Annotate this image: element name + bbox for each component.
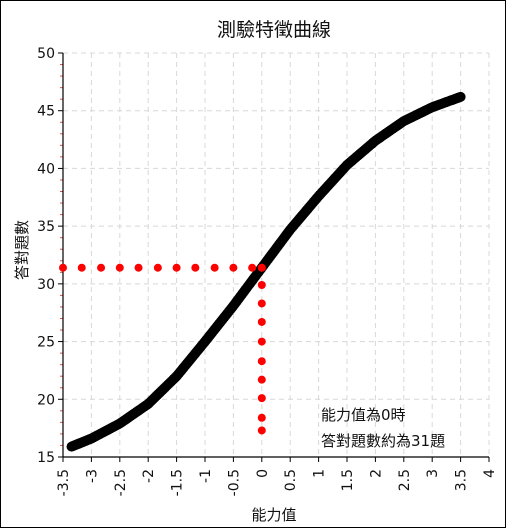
x-tick-label: 3.5 bbox=[454, 469, 470, 491]
guide-point-vertical bbox=[257, 263, 266, 272]
x-tick-label: -1.5 bbox=[170, 469, 186, 496]
x-tick-label: 4 bbox=[482, 469, 498, 478]
y-tick-label: 50 bbox=[37, 46, 55, 62]
guide-point-vertical bbox=[257, 394, 266, 403]
guide-point-horizontal bbox=[153, 263, 162, 272]
y-tick-label: 20 bbox=[37, 392, 55, 408]
x-tick-label: -2.5 bbox=[113, 469, 129, 496]
chart-title: 測驗特徵曲線 bbox=[217, 19, 331, 41]
x-tick-label: 2 bbox=[368, 469, 384, 478]
guide-point-horizontal bbox=[115, 263, 124, 272]
y-tick-label: 25 bbox=[37, 335, 55, 351]
y-tick-label: 40 bbox=[37, 161, 55, 177]
curve-points bbox=[66, 91, 466, 452]
annotation-line-2: 答對題數約為31題 bbox=[321, 432, 445, 450]
guide-point-horizontal bbox=[191, 263, 200, 272]
guide-point-horizontal bbox=[210, 263, 219, 272]
y-tick-label: 30 bbox=[37, 277, 55, 293]
y-tick-labels: 15 20 25 30 35 40 45 50 bbox=[37, 46, 55, 466]
x-tick-label: 1 bbox=[312, 469, 328, 478]
y-axis-label: 答對題數 bbox=[13, 220, 31, 280]
guide-point-vertical bbox=[257, 357, 266, 366]
x-tick-label: -3 bbox=[84, 469, 100, 483]
x-tick-labels: -3.5 -3 -2.5 -2 -1.5 -1 -0.5 0 0.5 1 1.5 2 2.5 3 3.5 4 bbox=[56, 469, 498, 496]
annotation-line-1: 能力值為0時 bbox=[321, 406, 406, 424]
x-tick-label: 0.5 bbox=[283, 469, 299, 491]
guide-point-horizontal bbox=[229, 263, 238, 272]
x-tick-label: 2.5 bbox=[397, 469, 413, 491]
guide-point-vertical bbox=[257, 413, 266, 422]
x-axis-label: 能力值 bbox=[251, 506, 296, 524]
y-tick-label: 35 bbox=[37, 219, 55, 235]
guide-point-vertical bbox=[257, 317, 266, 326]
guide-point-vertical bbox=[257, 299, 266, 308]
guide-point-vertical bbox=[257, 281, 266, 290]
x-tick-label: -3.5 bbox=[56, 469, 72, 496]
x-tick-label: -1 bbox=[198, 469, 214, 483]
curve-point bbox=[455, 91, 466, 102]
x-tick-label: 3 bbox=[425, 469, 441, 478]
guide-point-horizontal bbox=[172, 263, 181, 272]
y-tick-label: 15 bbox=[37, 450, 55, 466]
x-tick-label: -0.5 bbox=[226, 469, 242, 496]
x-tick-label: 0 bbox=[255, 469, 271, 478]
guide-point-horizontal bbox=[134, 263, 143, 272]
guide-point-horizontal bbox=[77, 263, 86, 272]
y-tick-label: 45 bbox=[37, 104, 55, 120]
x-tick-label: 1.5 bbox=[340, 469, 356, 491]
axes bbox=[58, 52, 490, 462]
guide-points bbox=[59, 263, 266, 435]
guide-point-vertical bbox=[257, 375, 266, 384]
guide-point-horizontal bbox=[248, 263, 257, 272]
guide-point-horizontal bbox=[59, 263, 67, 272]
guide-point-vertical bbox=[257, 337, 266, 346]
guide-point-horizontal bbox=[97, 263, 106, 272]
guide-point-vertical bbox=[257, 426, 266, 435]
x-tick-label: -2 bbox=[141, 469, 157, 483]
